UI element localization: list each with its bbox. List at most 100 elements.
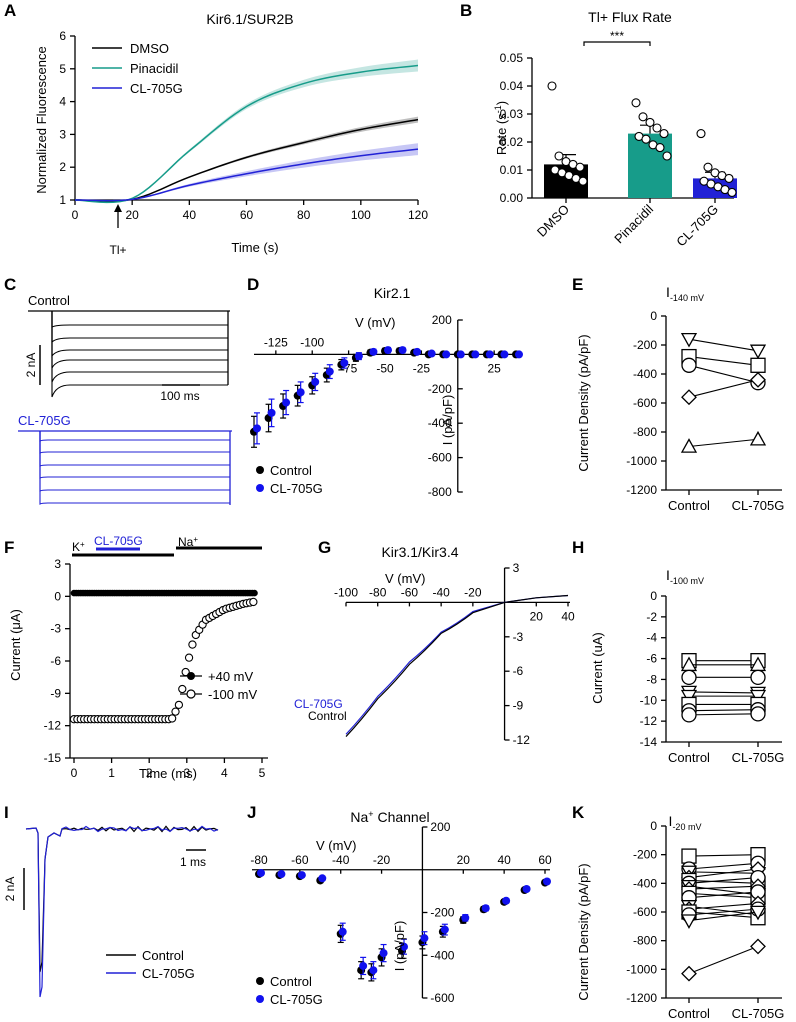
data-point xyxy=(578,176,588,186)
y-tick-label: -3 xyxy=(50,622,61,636)
pair-marker-drug xyxy=(750,357,766,373)
pair-line xyxy=(688,713,759,716)
data-point xyxy=(724,173,734,183)
y-tick-label: -200 xyxy=(633,848,657,862)
panel-a-xlabel: Time (s) xyxy=(231,240,278,255)
data-point-cl-705g xyxy=(369,347,378,356)
pair-marker-control xyxy=(681,669,697,685)
sig-stars: *** xyxy=(610,29,624,43)
panel-g-axes: -100 -80 -60 -40 -20 20 40 3 -3 -6 -9 -12 xyxy=(334,561,575,747)
y-tick-label: -600 xyxy=(430,991,454,1005)
data-point-cl-705g xyxy=(277,870,286,879)
panel-k-pairs xyxy=(680,847,767,982)
pair-marker-drug xyxy=(750,371,766,388)
panel-j-ylabel: I (pA/pF) xyxy=(392,921,407,972)
trace-control xyxy=(345,594,569,737)
legend-dmso: DMSO xyxy=(130,41,169,56)
tl-arrow-head-icon xyxy=(114,204,122,212)
panel-d-title: Kir2.1 xyxy=(374,285,411,301)
data-point-cl-705g xyxy=(413,347,422,356)
current-trace xyxy=(51,311,228,358)
x-tick-label: -25 xyxy=(413,361,431,375)
x-tick-label: 40 xyxy=(183,208,197,222)
x-tick-label: 0 xyxy=(71,766,78,780)
y-tick-label: -10 xyxy=(640,693,658,707)
y-tick-label: -6 xyxy=(513,664,524,678)
x-tick-label: 20 xyxy=(457,853,471,867)
panel-f-xlabel: Time (ms) xyxy=(139,766,197,781)
panel-f-na-label: Na+ xyxy=(178,535,198,549)
x-tick-label: 60 xyxy=(538,853,552,867)
panel-h-ylabel: Current (uA) xyxy=(590,632,605,704)
x-tick-label: 40 xyxy=(561,609,575,623)
x-tick-label: -40 xyxy=(432,585,450,599)
y-tick-label: -1200 xyxy=(626,991,657,1005)
panel-g-trace-label-control: Control xyxy=(308,709,347,723)
pair-line xyxy=(688,885,759,890)
panel-a-letter: A xyxy=(4,1,16,20)
data-point-cl-705g xyxy=(471,350,480,359)
data-point-cl-705g xyxy=(369,966,378,975)
y-tick-label: -1000 xyxy=(626,454,657,468)
data-point-neg100 xyxy=(174,700,184,710)
data-point xyxy=(655,143,665,153)
data-point-cl-705g xyxy=(325,367,334,376)
panel-a-title: Kir6.1/SUR2B xyxy=(206,11,293,27)
y-tick-label: -400 xyxy=(428,416,452,430)
panel-k: K I-20 mV 0 -200 -400 -600 -800 -1000 -1200 Con… xyxy=(572,803,784,1021)
x-tick-label: -80 xyxy=(250,853,268,867)
x-tick-label: 1 xyxy=(108,766,115,780)
y-tick-label: 1 xyxy=(59,193,66,207)
panel-b-title: Tl+ Flux Rate xyxy=(588,9,672,25)
data-point-cl-705g xyxy=(522,884,531,893)
panel-c-drug-label: CL-705G xyxy=(18,413,71,428)
category-label: Control xyxy=(668,1006,710,1021)
x-tick-label: 80 xyxy=(297,208,311,222)
panel-i-legend-cl705g: CL-705G xyxy=(142,966,195,981)
series-band-cl-705g xyxy=(75,143,418,201)
panel-e: E I-140 mV 0 -200 -400 -600 -800 -1000 -1200 Co… xyxy=(572,275,784,513)
pair-line xyxy=(688,902,759,910)
data-point xyxy=(652,123,662,133)
panel-d-letter: D xyxy=(247,275,259,294)
panel-g-traces xyxy=(345,594,569,737)
panel-h-title: I-100 mV xyxy=(666,567,704,586)
data-point-cl-705g xyxy=(354,352,363,361)
x-tick-label: -125 xyxy=(264,335,288,349)
data-point-cl-705g xyxy=(379,949,388,958)
panel-e-title: I-140 mV xyxy=(666,284,704,303)
panel-b: B Tl+ Flux Rate 0.00 0.01 0.02 0.03 0.04 0.05… xyxy=(460,1,737,249)
panel-j-legend-cl705g: CL-705G xyxy=(270,992,323,1007)
data-point xyxy=(727,187,737,197)
pair-line xyxy=(688,891,759,899)
x-tick-label: -20 xyxy=(464,585,482,599)
panel-a-axes: 0 20 40 60 80 100 120 1 2 3 4 5 6 xyxy=(59,29,428,222)
y-tick-label: -12 xyxy=(640,714,658,728)
data-point-cl-705g xyxy=(400,942,408,951)
current-trace xyxy=(39,431,230,479)
x-tick-label: 20 xyxy=(125,208,139,222)
panel-j-xlabel: V (mV) xyxy=(316,838,356,853)
pair-marker-control xyxy=(681,357,697,373)
panel-k-ylabel: Current Density (pA/pF) xyxy=(576,863,591,1000)
x-tick-label: -60 xyxy=(401,585,419,599)
data-point-neg100 xyxy=(188,640,197,649)
x-tick-label: -50 xyxy=(376,361,394,375)
pair-line xyxy=(688,364,759,384)
current-trace xyxy=(51,311,228,398)
data-point-neg100 xyxy=(171,707,180,716)
data-point-cl-705g xyxy=(318,874,327,883)
panel-f-legend-pos40: +40 mV xyxy=(208,669,253,684)
panel-h-pairs xyxy=(680,653,767,723)
legend-cl705g: CL-705G xyxy=(130,81,183,96)
pair-line xyxy=(688,356,759,366)
category-label: Control xyxy=(668,750,710,765)
y-tick-label: 0 xyxy=(54,589,61,603)
panel-f-drug-label: CL-705G xyxy=(94,534,143,548)
y-tick-label: 4 xyxy=(59,95,66,109)
y-tick-label: 3 xyxy=(59,127,66,141)
series-line-dmso xyxy=(74,118,419,202)
pair-line xyxy=(688,877,759,884)
panel-c-drug-traces xyxy=(18,430,232,505)
y-tick-label: 0.01 xyxy=(500,163,524,177)
